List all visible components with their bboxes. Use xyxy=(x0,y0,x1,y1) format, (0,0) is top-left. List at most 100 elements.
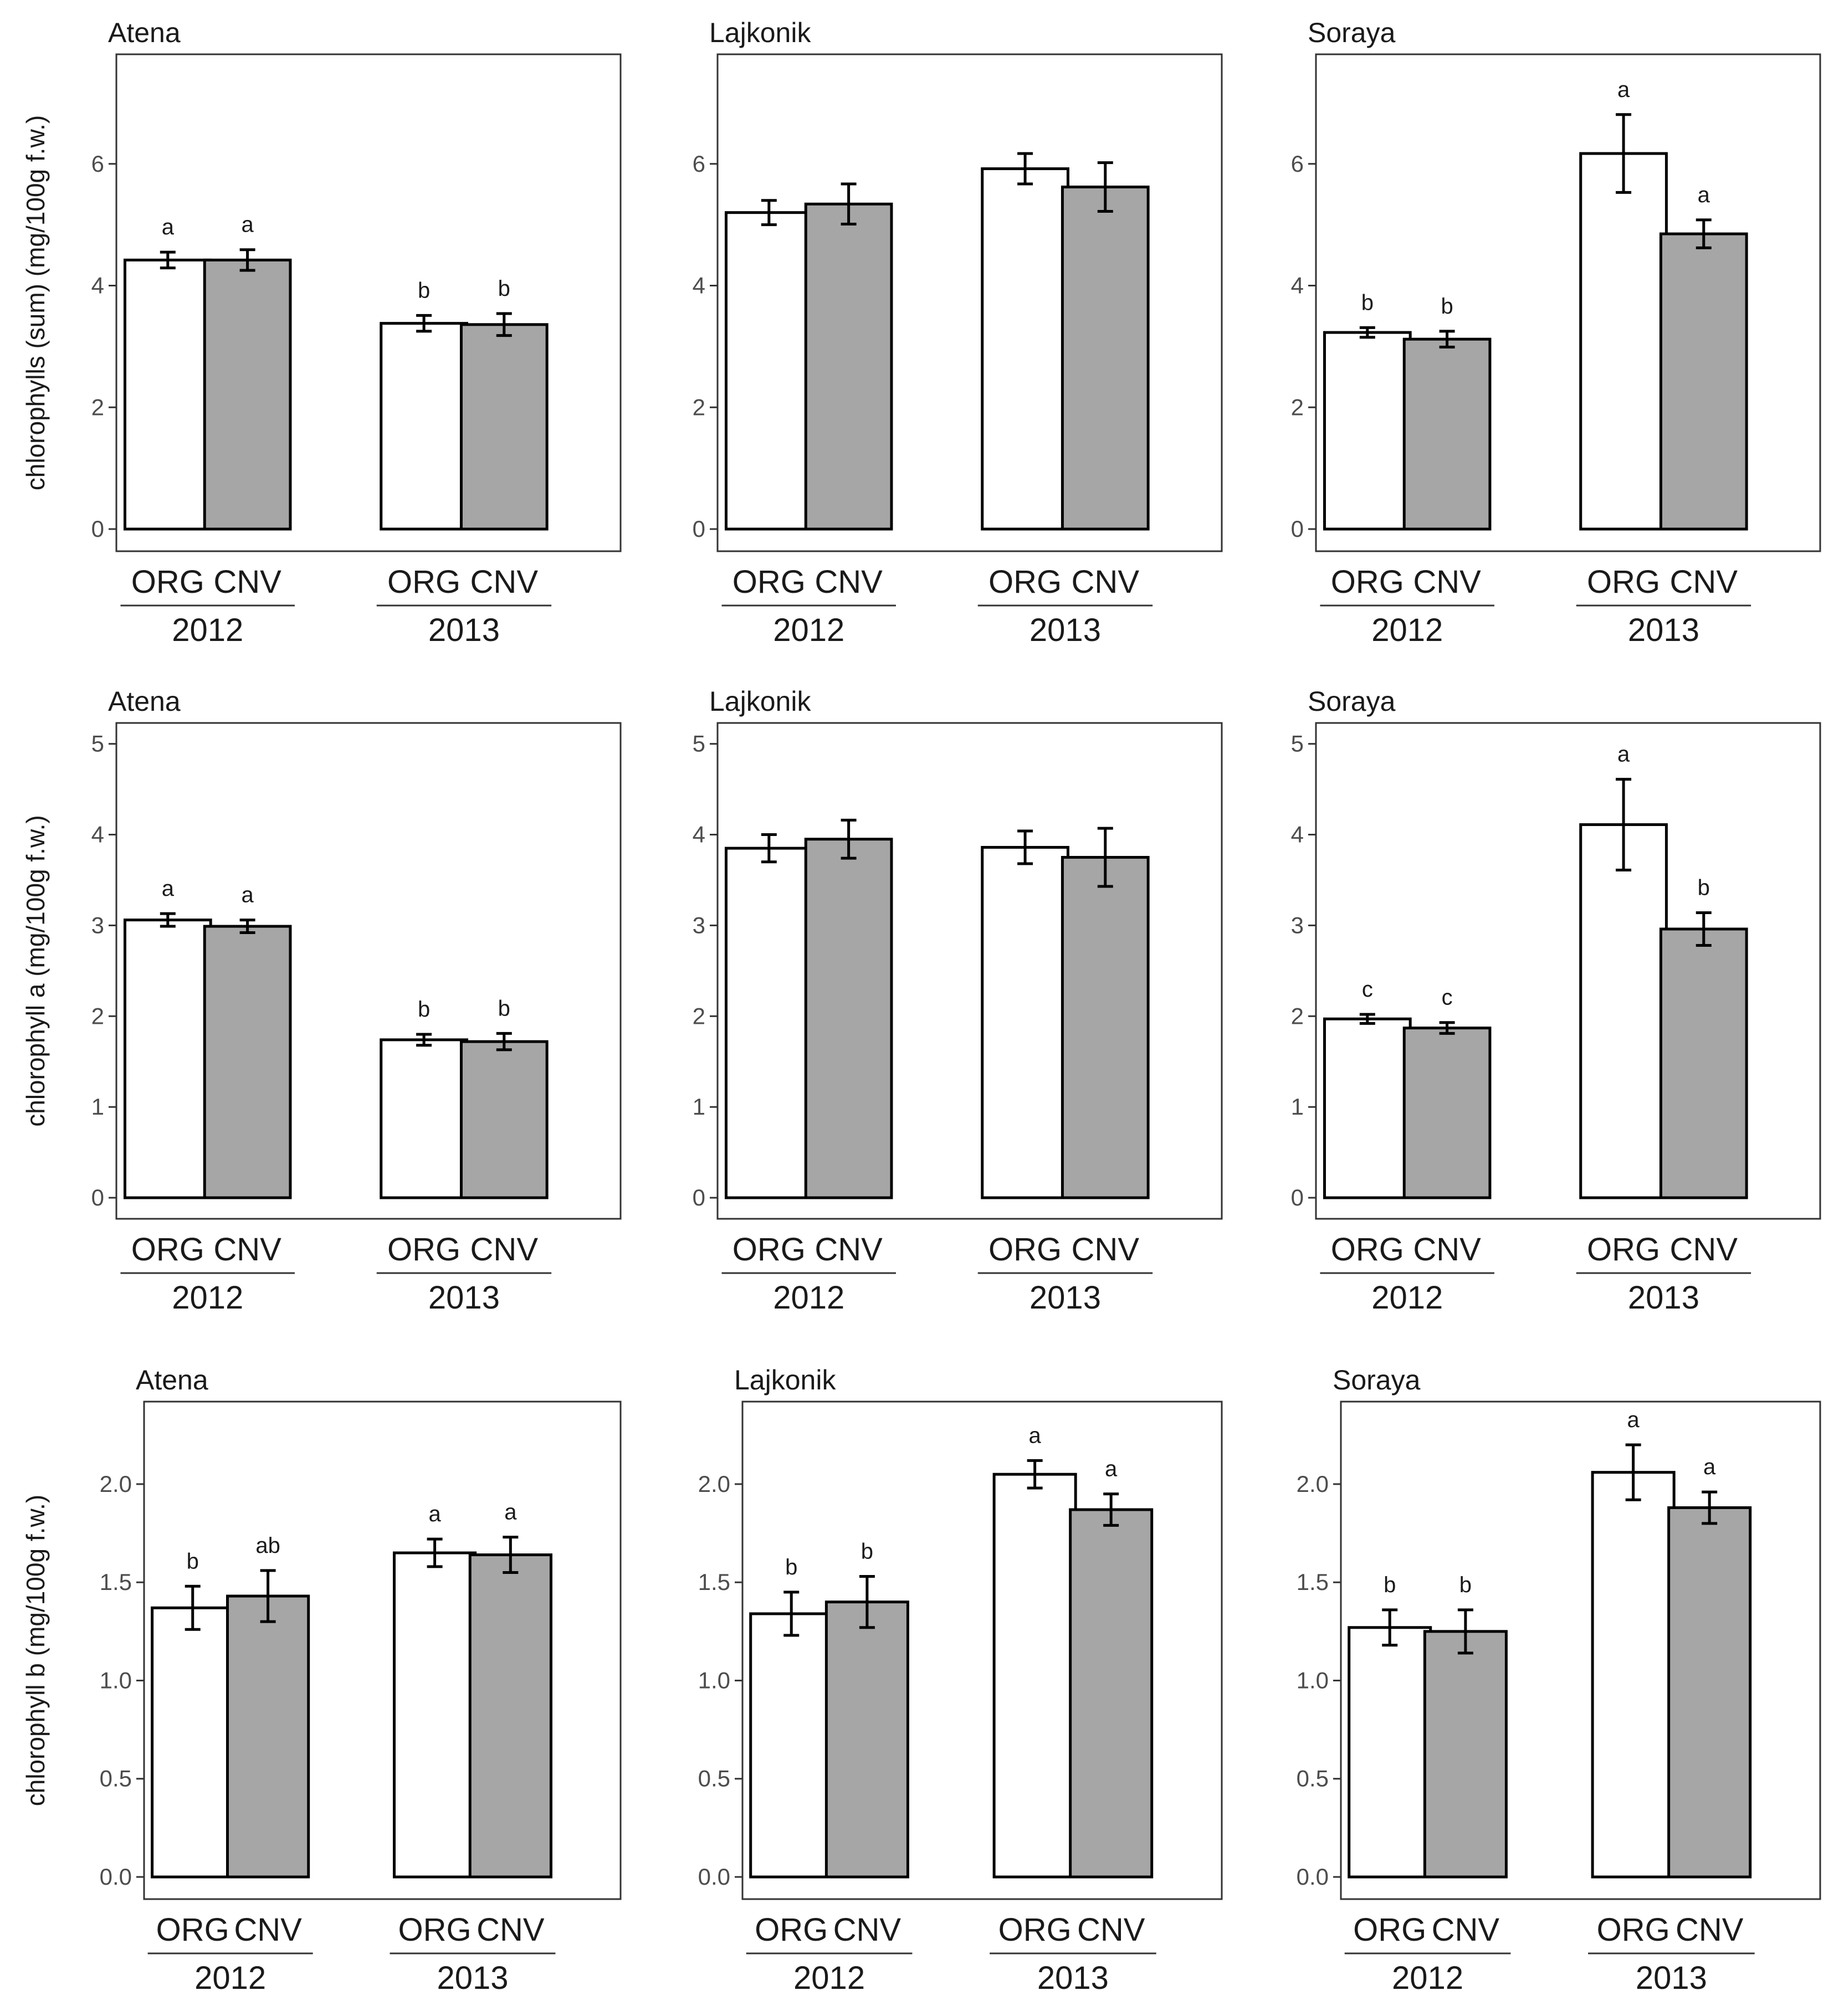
panel-8-bar-org-2013 xyxy=(992,1473,1077,1879)
panel-7-category-label: CNV xyxy=(234,1912,302,1948)
panel-4-category-label: CNV xyxy=(470,1232,539,1268)
panel-6-sig-label: c xyxy=(1362,977,1373,1002)
panel-5-year-label: 2012 xyxy=(773,1280,844,1316)
panel-4-year-label: 2012 xyxy=(172,1280,243,1316)
panel-6-sig-label: b xyxy=(1698,875,1710,900)
panel-7-bar-cnv-2013 xyxy=(468,1553,552,1879)
panel-5-bar-cnv-2012 xyxy=(804,838,893,1199)
panel-4: Atena 0 1 2 3 4 5 chlorophyll a (mg/100g f.w.) a… xyxy=(21,686,622,1316)
panel-6-category-label: ORG xyxy=(1587,1232,1660,1268)
panel-2-category-label: CNV xyxy=(815,564,883,600)
panel-8-sig-label: a xyxy=(1029,1423,1042,1448)
panel-7-sig-label: a xyxy=(428,1502,441,1526)
panel-8-year-label: 2013 xyxy=(1037,1960,1109,1996)
panel-9-year-label: 2012 xyxy=(1392,1960,1463,1996)
panel-6-category-label: CNV xyxy=(1413,1232,1481,1268)
panel-3-bar-cnv-2012 xyxy=(1402,337,1492,531)
panel-9-category-label: ORG xyxy=(1597,1912,1670,1948)
panel-2-ytick-label: 0 xyxy=(693,516,705,542)
panel-4-ytick-label: 3 xyxy=(91,912,104,938)
panel-5-category-label: CNV xyxy=(815,1232,883,1268)
panel-4-bar-org-2012 xyxy=(123,919,212,1199)
panel-3-title: Soraya xyxy=(1308,17,1396,48)
panel-4-category-label: ORG xyxy=(131,1232,204,1268)
panel-9-bar-cnv-2012 xyxy=(1423,1630,1508,1879)
panel-9-ytick-label: 0.0 xyxy=(1297,1864,1329,1890)
panel-9-year-label: 2013 xyxy=(1636,1960,1707,1996)
panel-8-sig-label: b xyxy=(785,1555,797,1579)
panel-7: Atena 0.0 0.5 1.0 1.5 2.0 chlorophyll b (mg/10… xyxy=(21,1364,622,1996)
panel-8-category-label: ORG xyxy=(998,1912,1072,1948)
panel-5-category-label: ORG xyxy=(733,1232,806,1268)
panel-4-frame xyxy=(115,722,622,1220)
panel-9-ytick-label: 1.5 xyxy=(1297,1569,1329,1595)
panel-4-ytick-label: 1 xyxy=(91,1094,104,1120)
panel-2-frame xyxy=(716,53,1223,552)
panel-3-category-label: CNV xyxy=(1413,564,1481,600)
panel-7-category-label: CNV xyxy=(477,1912,545,1948)
panel-6-ytick-label: 1 xyxy=(1291,1094,1304,1120)
panel-2-ytick-label: 2 xyxy=(693,394,705,420)
panel-1-frame xyxy=(115,53,622,552)
panel-8-title: Lajkonik xyxy=(734,1364,836,1396)
panel-9-category-label: ORG xyxy=(1353,1912,1426,1948)
panel-9-sig-label: a xyxy=(1627,1408,1640,1432)
panel-1-sig-label: a xyxy=(162,215,175,239)
panel-5-category-label: CNV xyxy=(1072,1232,1140,1268)
panel-1-ytick-label: 0 xyxy=(91,516,104,542)
panel-9-sig-label: a xyxy=(1703,1455,1716,1479)
panel-4-category-label: CNV xyxy=(213,1232,281,1268)
panel-8-year-label: 2012 xyxy=(793,1960,865,1996)
panel-3-ytick-label: 6 xyxy=(1291,151,1304,177)
panel-7-frame xyxy=(143,1401,622,1900)
panel-8-ytick-label: 1.5 xyxy=(698,1569,730,1595)
panel-3-sig-label: a xyxy=(1617,78,1630,102)
panel-1-ytick-label: 4 xyxy=(91,273,104,299)
panel-5-category-label: ORG xyxy=(988,1232,1062,1268)
panel-8-ytick-label: 1.0 xyxy=(698,1667,730,1693)
panel-1-year-label: 2013 xyxy=(428,612,500,648)
panel-9-ytick-label: 0.5 xyxy=(1297,1766,1329,1792)
panel-3-bar-org-2012 xyxy=(1323,331,1412,531)
panel-3-category-label: ORG xyxy=(1587,564,1660,600)
panel-6-bar-cnv-2013 xyxy=(1659,927,1748,1199)
panel-6-category-label: CNV xyxy=(1670,1232,1738,1268)
panel-6-bar-cnv-2012 xyxy=(1402,1027,1492,1199)
panel-4-ytick-label: 5 xyxy=(91,731,104,757)
panel-2-bar-org-2013 xyxy=(981,167,1069,531)
panel-5-ytick-label: 1 xyxy=(693,1094,705,1120)
panel-3-sig-label: b xyxy=(1361,290,1374,315)
panel-1-bar-cnv-2012 xyxy=(203,258,292,531)
panel-1-title: Atena xyxy=(108,17,181,48)
panel-1-bar-org-2012 xyxy=(123,258,212,531)
panel-1-year-label: 2012 xyxy=(172,612,243,648)
panel-9-title: Soraya xyxy=(1333,1364,1421,1396)
panel-3-ytick-label: 4 xyxy=(1291,273,1304,299)
panel-7-ytick-label: 2.0 xyxy=(100,1471,132,1497)
panel-8-ytick-label: 0.0 xyxy=(698,1864,730,1890)
panel-8-bar-org-2012 xyxy=(749,1612,834,1879)
panel-8-category-label: CNV xyxy=(833,1912,901,1948)
panel-2-year-label: 2013 xyxy=(1029,612,1101,648)
panel-8-ytick-label: 0.5 xyxy=(698,1766,730,1792)
panel-9-ytick-label: 1.0 xyxy=(1297,1667,1329,1693)
panel-4-title: Atena xyxy=(108,686,181,717)
panel-3-year-label: 2012 xyxy=(1371,612,1443,648)
panel-3: Soraya 0 2 4 6 b ORG b CNV 2012 a ORG a CNV 2013 xyxy=(1291,17,1821,648)
panel-7-ytick-label: 1.5 xyxy=(100,1569,132,1595)
panel-6-sig-label: c xyxy=(1442,986,1453,1010)
panel-6-category-label: ORG xyxy=(1331,1232,1404,1268)
panel-7-bar-cnv-2012 xyxy=(226,1594,310,1879)
panel-4-sig-label: b xyxy=(498,996,510,1020)
panel-1-bar-org-2013 xyxy=(380,322,468,531)
panel-9-category-label: CNV xyxy=(1432,1912,1500,1948)
panel-1-category-label: CNV xyxy=(470,564,539,600)
panel-6: Soraya 0 1 2 3 4 5 c ORG c CNV 2012 a ORG b CNV 2013 xyxy=(1291,686,1821,1316)
panel-1-category-label: CNV xyxy=(213,564,281,600)
panel-8-category-label: ORG xyxy=(755,1912,828,1948)
panel-4-y-axis-label: chlorophyll a (mg/100g f.w.) xyxy=(21,815,50,1127)
panel-8-category-label: CNV xyxy=(1077,1912,1145,1948)
panel-7-title: Atena xyxy=(136,1364,208,1396)
panel-4-bar-cnv-2013 xyxy=(459,1040,549,1199)
